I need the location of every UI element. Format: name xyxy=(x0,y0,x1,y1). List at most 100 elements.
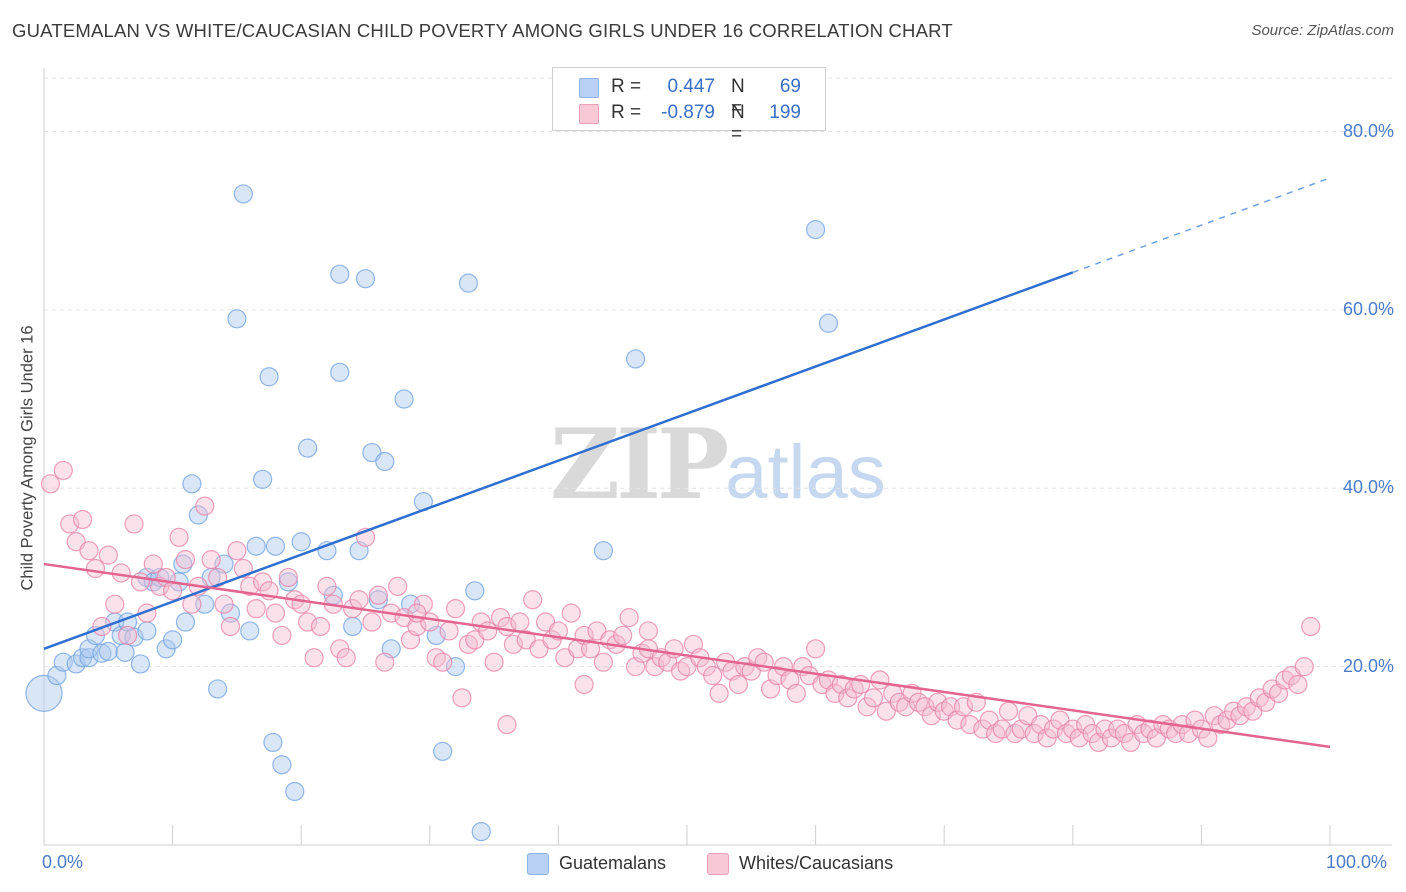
data-point-guatemalans xyxy=(625,349,646,369)
legend-item-whites: Whites/Caucasians xyxy=(707,853,893,877)
data-point-guatemalans xyxy=(593,541,614,561)
data-point-whites xyxy=(998,701,1019,721)
data-point-whites xyxy=(1294,657,1314,677)
chart-title: GUATEMALAN VS WHITE/CAUCASIAN CHILD POVE… xyxy=(12,20,953,41)
data-point-guatemalans xyxy=(175,612,196,632)
data-point-whites xyxy=(98,545,118,565)
data-point-whites xyxy=(407,603,427,623)
legend-label-whites: Whites/Caucasians xyxy=(739,853,894,873)
data-point-whites xyxy=(310,616,331,637)
data-point-whites xyxy=(709,683,729,703)
data-point-whites xyxy=(349,590,369,610)
correlation-legend: R = 0.447 N = 69 R = -0.879 N = 199 xyxy=(552,67,826,145)
data-point-whites xyxy=(362,612,382,632)
data-point-guatemalans xyxy=(98,641,118,662)
data-point-whites xyxy=(619,607,639,628)
x-tick-label-min: 0.0% xyxy=(42,852,84,872)
data-point-whites xyxy=(1301,616,1321,637)
data-point-whites xyxy=(117,625,138,646)
data-point-guatemalans xyxy=(25,674,63,712)
data-point-guatemalans xyxy=(368,590,388,610)
legend-r-value: -0.879 xyxy=(661,102,715,123)
data-point-whites xyxy=(105,594,125,614)
data-point-whites xyxy=(53,460,73,481)
data-point-whites xyxy=(561,603,581,623)
legend-swatch-whites xyxy=(707,853,729,876)
legend-r-label: R = xyxy=(611,76,642,97)
data-point-whites xyxy=(992,719,1012,739)
y-axis-label: Child Poverty Among Girls Under 16 xyxy=(18,325,37,591)
data-point-whites xyxy=(433,652,453,672)
y-tick-label: 80.0% xyxy=(1342,120,1394,141)
data-point-guatemalans xyxy=(208,679,228,699)
data-point-guatemalans xyxy=(465,581,485,601)
trend-lines xyxy=(43,177,1331,749)
data-point-guatemalans xyxy=(330,264,350,284)
data-point-whites xyxy=(291,594,311,614)
data-point-guatemalans xyxy=(445,657,466,677)
data-point-guatemalans xyxy=(330,362,350,382)
data-point-guatemalans xyxy=(818,313,839,333)
data-point-whites xyxy=(227,541,247,561)
data-point-guatemalans xyxy=(240,621,260,641)
data-point-whites xyxy=(175,550,196,570)
legend-n-value: 69 xyxy=(779,76,801,97)
data-point-whites xyxy=(163,581,183,601)
data-point-guatemalans xyxy=(246,536,266,556)
legend-r-label: R = xyxy=(611,102,642,123)
data-point-guatemalans xyxy=(298,438,318,458)
data-point-whites xyxy=(863,688,884,708)
data-point-whites xyxy=(304,648,324,668)
data-point-guatemalans xyxy=(265,536,286,556)
trend-line-guatemalans xyxy=(43,271,1074,650)
data-point-guatemalans xyxy=(458,273,478,293)
data-point-whites xyxy=(439,621,459,641)
chart-source: Source: ZipAtlas.com xyxy=(1251,22,1394,39)
data-point-guatemalans xyxy=(182,474,202,494)
data-point-whites xyxy=(452,688,472,708)
data-point-guatemalans xyxy=(343,616,363,637)
data-point-whites xyxy=(574,674,594,695)
data-point-guatemalans xyxy=(394,389,414,409)
data-point-whites xyxy=(870,670,890,690)
data-point-whites xyxy=(246,599,266,619)
legend-n-value: 199 xyxy=(769,102,801,123)
data-point-whites xyxy=(728,674,749,695)
data-point-whites xyxy=(703,665,723,686)
data-point-guatemalans xyxy=(263,732,283,753)
data-point-guatemalans xyxy=(137,621,157,641)
y-tick-label: 60.0% xyxy=(1342,298,1394,319)
data-point-guatemalans xyxy=(253,469,273,489)
legend-item-guatemalans: Guatemalans xyxy=(527,853,666,877)
data-point-whites xyxy=(214,594,234,614)
y-tick-label: 40.0% xyxy=(1342,477,1394,498)
data-point-whites xyxy=(124,514,144,534)
data-point-whites xyxy=(497,714,517,735)
data-point-whites xyxy=(388,576,408,596)
data-point-whites xyxy=(593,652,614,672)
data-point-guatemalans xyxy=(433,741,453,761)
data-point-guatemalans xyxy=(259,367,279,387)
data-point-whites xyxy=(278,567,298,588)
legend-n-label: N = xyxy=(731,102,745,145)
data-point-guatemalans xyxy=(272,755,292,775)
trend-line-guatemalans-extension xyxy=(1072,177,1331,274)
data-point-whites xyxy=(265,603,286,623)
data-point-guatemalans xyxy=(163,630,183,650)
data-point-guatemalans xyxy=(92,643,112,663)
series-whites-points xyxy=(40,460,1321,753)
data-point-whites xyxy=(960,714,980,735)
data-point-whites xyxy=(1288,674,1308,695)
data-point-whites xyxy=(503,634,523,654)
data-point-guatemalans xyxy=(355,269,376,289)
legend-label-guatemalans: Guatemalans xyxy=(559,853,667,873)
legend-r-value: 0.447 xyxy=(667,76,715,97)
data-point-guatemalans xyxy=(805,220,826,240)
series-guatemalans-points xyxy=(25,184,839,842)
data-point-whites xyxy=(201,550,221,570)
data-point-whites xyxy=(272,625,292,646)
data-point-whites xyxy=(613,625,633,646)
data-point-whites xyxy=(638,621,659,641)
legend-swatch-whites xyxy=(579,104,599,124)
data-point-whites xyxy=(786,683,806,703)
